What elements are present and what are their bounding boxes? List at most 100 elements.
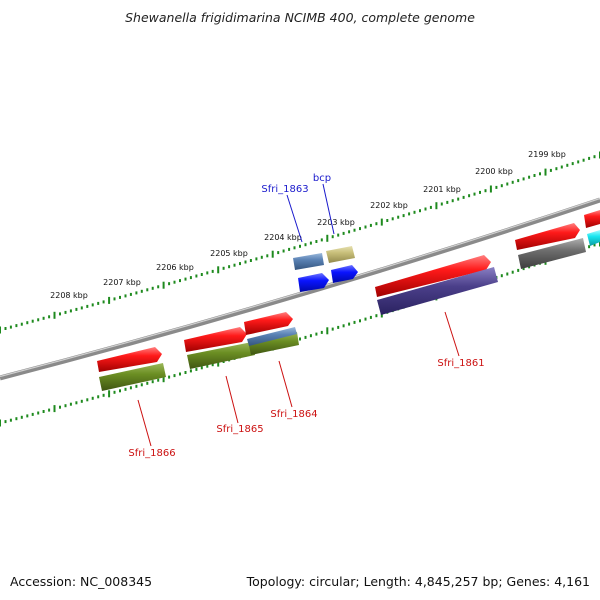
inner-ruler-minor-tick [75, 401, 78, 405]
outer-ruler-minor-tick [533, 174, 536, 177]
outer-ruler-major-tick [217, 266, 220, 274]
inner-ruler-minor-tick [168, 375, 171, 379]
outer-ruler-minor-tick [293, 246, 296, 250]
outer-ruler-minor-tick [560, 165, 563, 169]
feature-bcp-lower[interactable] [331, 265, 358, 283]
outer-ruler-minor-tick [309, 241, 312, 245]
outer-ruler-minor-tick [282, 249, 285, 253]
cds-arrow-sfri-1861[interactable] [375, 255, 491, 297]
outer-ruler-minor-tick [135, 291, 138, 295]
inner-ruler-minor-tick [593, 243, 596, 247]
tick-label-2199: 2199 kbp [528, 150, 566, 159]
outer-ruler-minor-tick [511, 180, 514, 184]
outer-ruler-minor-tick [4, 327, 7, 330]
inner-ruler-minor-tick [206, 364, 209, 368]
inner-ruler-minor-tick [320, 330, 323, 334]
feature-bcp[interactable] [326, 246, 355, 263]
outer-ruler-minor-tick [222, 266, 225, 270]
inner-ruler-minor-tick [299, 337, 301, 341]
feature-sfri-1863[interactable] [293, 253, 324, 270]
inner-ruler-minor-tick [157, 378, 160, 382]
category-bar-sfri-1861[interactable] [377, 267, 498, 315]
cds-arrow-right-a[interactable] [515, 223, 580, 250]
tick-label-2204: 2204 kbp [264, 233, 302, 242]
outer-ruler-minor-tick [517, 179, 520, 183]
genome-backbone-highlight [0, 197, 600, 378]
outer-ruler-minor-tick [582, 158, 585, 162]
outer-ruler-minor-tick [239, 262, 241, 266]
inner-ruler-minor-tick [588, 245, 591, 249]
outer-ruler-major-tick [271, 250, 274, 258]
outer-ruler-minor-tick [200, 273, 203, 276]
outer-ruler-minor-tick [151, 286, 154, 290]
outer-ruler-minor-tick [59, 312, 61, 316]
outer-ruler-minor-tick [337, 233, 340, 237]
category-bar-sfri-1865[interactable] [187, 342, 255, 369]
gene-label-sfri-1864[interactable]: Sfri_1864 [270, 409, 317, 420]
category-bar-sfri-1864[interactable] [248, 332, 299, 355]
cds-arrow-sfri-1864[interactable] [244, 312, 293, 335]
outer-ruler-minor-tick [277, 251, 280, 255]
outer-ruler-minor-tick [479, 190, 481, 194]
gene-label-sfri-1863[interactable]: Sfri_1863 [261, 184, 308, 195]
inner-ruler-major-tick [326, 327, 329, 335]
outer-ruler-minor-tick [15, 324, 18, 328]
outer-ruler-minor-tick [484, 189, 487, 193]
tick-label-2201: 2201 kbp [423, 185, 461, 194]
outer-ruler-minor-tick [571, 162, 574, 166]
outer-ruler-minor-tick [397, 215, 400, 219]
category-bar-sfri-1866[interactable] [99, 363, 166, 391]
outer-ruler-minor-tick [260, 255, 263, 259]
inner-ruler-minor-tick [15, 417, 18, 421]
outer-ruler-major-tick [435, 202, 438, 210]
outer-ruler-minor-tick [331, 235, 334, 239]
feature-sfri-1863-lower[interactable] [298, 273, 329, 292]
inner-ruler-minor-tick [31, 412, 34, 416]
outer-ruler-minor-tick [468, 194, 471, 198]
gene-label-sfri-1865[interactable]: Sfri_1865 [216, 424, 263, 435]
outer-ruler-minor-tick [9, 325, 12, 329]
category-bar-sfri-1864-steel[interactable] [247, 327, 297, 346]
tick-label-2207: 2207 kbp [103, 278, 141, 287]
inner-ruler-minor-tick [48, 408, 51, 412]
gene-label-sfri-1861[interactable]: Sfri_1861 [437, 358, 484, 369]
inner-ruler-minor-tick [59, 405, 61, 409]
inner-ruler-major-tick [0, 419, 1, 427]
inner-ruler-minor-tick [184, 371, 187, 374]
outer-ruler-minor-tick [37, 318, 40, 322]
outer-ruler-minor-tick [375, 222, 378, 226]
outer-ruler-minor-tick [157, 285, 160, 289]
inner-ruler-minor-tick [304, 335, 307, 339]
outer-ruler-minor-tick [124, 294, 127, 298]
tick-label-2200: 2200 kbp [475, 167, 513, 176]
cds-arrow-sfri-1866[interactable] [97, 347, 162, 372]
outer-ruler-minor-tick [26, 321, 29, 325]
outer-ruler-minor-tick [75, 307, 78, 311]
outer-ruler-minor-tick [233, 263, 236, 267]
inner-ruler-minor-tick [26, 414, 29, 418]
outer-ruler-minor-tick [320, 238, 323, 242]
category-bar-right-b[interactable] [587, 230, 600, 246]
gene-label-sfri-1866[interactable]: Sfri_1866 [128, 448, 175, 459]
outer-ruler-minor-tick [473, 192, 476, 196]
outer-ruler-minor-tick [588, 156, 591, 160]
tick-label-2202: 2202 kbp [370, 201, 408, 210]
inner-ruler-minor-tick [337, 325, 340, 329]
cds-arrow-sfri-1865[interactable] [184, 327, 247, 352]
outer-ruler-minor-tick [69, 309, 72, 313]
outer-ruler-minor-tick [189, 276, 192, 280]
inner-ruler-minor-tick [129, 386, 132, 390]
outer-ruler-major-tick [544, 168, 547, 176]
inner-ruler-minor-tick [315, 332, 318, 336]
cds-arrow-right-b[interactable] [584, 210, 600, 228]
inner-ruler-minor-tick [517, 268, 520, 272]
outer-ruler-minor-tick [549, 168, 552, 172]
gene-label-bcp[interactable]: bcp [313, 173, 331, 184]
outer-ruler-minor-tick [140, 289, 143, 293]
outer-ruler-major-tick [0, 326, 1, 334]
outer-ruler-minor-tick [402, 214, 405, 218]
category-bar-right-a[interactable] [518, 238, 586, 269]
outer-ruler-minor-tick [506, 182, 509, 186]
inner-ruler-minor-tick [511, 270, 514, 274]
